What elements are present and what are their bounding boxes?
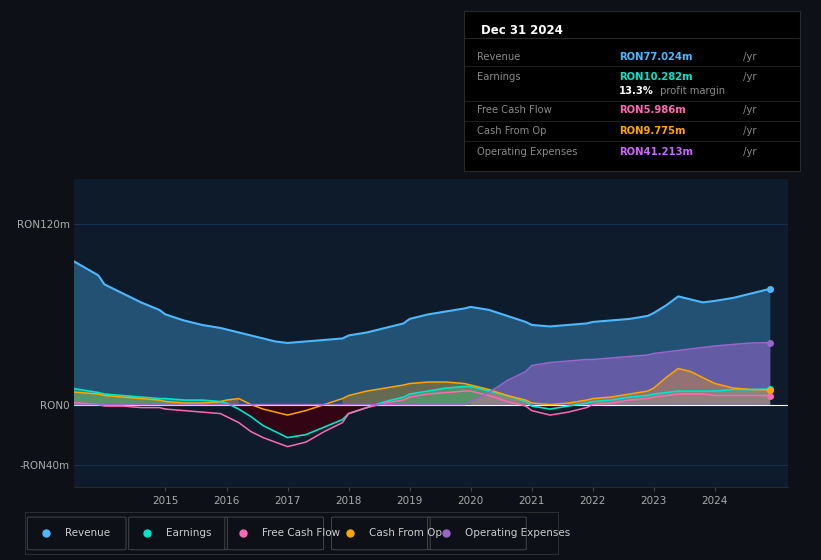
Text: Free Cash Flow: Free Cash Flow: [262, 529, 340, 538]
Text: profit margin: profit margin: [658, 86, 726, 96]
Text: Revenue: Revenue: [477, 53, 521, 63]
Text: /yr: /yr: [740, 126, 756, 136]
Text: RON77.024m: RON77.024m: [619, 53, 692, 63]
Text: 13.3%: 13.3%: [619, 86, 654, 96]
Text: /yr: /yr: [740, 53, 756, 63]
Text: Operating Expenses: Operating Expenses: [477, 147, 578, 157]
Text: Earnings: Earnings: [166, 529, 212, 538]
Text: RON9.775m: RON9.775m: [619, 126, 686, 136]
Text: RON5.986m: RON5.986m: [619, 105, 686, 115]
Text: RON10.282m: RON10.282m: [619, 72, 692, 82]
Text: /yr: /yr: [740, 147, 756, 157]
Text: Earnings: Earnings: [477, 72, 521, 82]
Text: Cash From Op: Cash From Op: [477, 126, 547, 136]
Text: Cash From Op: Cash From Op: [369, 529, 442, 538]
Text: Operating Expenses: Operating Expenses: [465, 529, 570, 538]
Text: RON41.213m: RON41.213m: [619, 147, 693, 157]
Text: Free Cash Flow: Free Cash Flow: [477, 105, 552, 115]
Text: /yr: /yr: [740, 72, 756, 82]
Text: Revenue: Revenue: [65, 529, 110, 538]
Text: Dec 31 2024: Dec 31 2024: [481, 24, 562, 37]
Text: /yr: /yr: [740, 105, 756, 115]
